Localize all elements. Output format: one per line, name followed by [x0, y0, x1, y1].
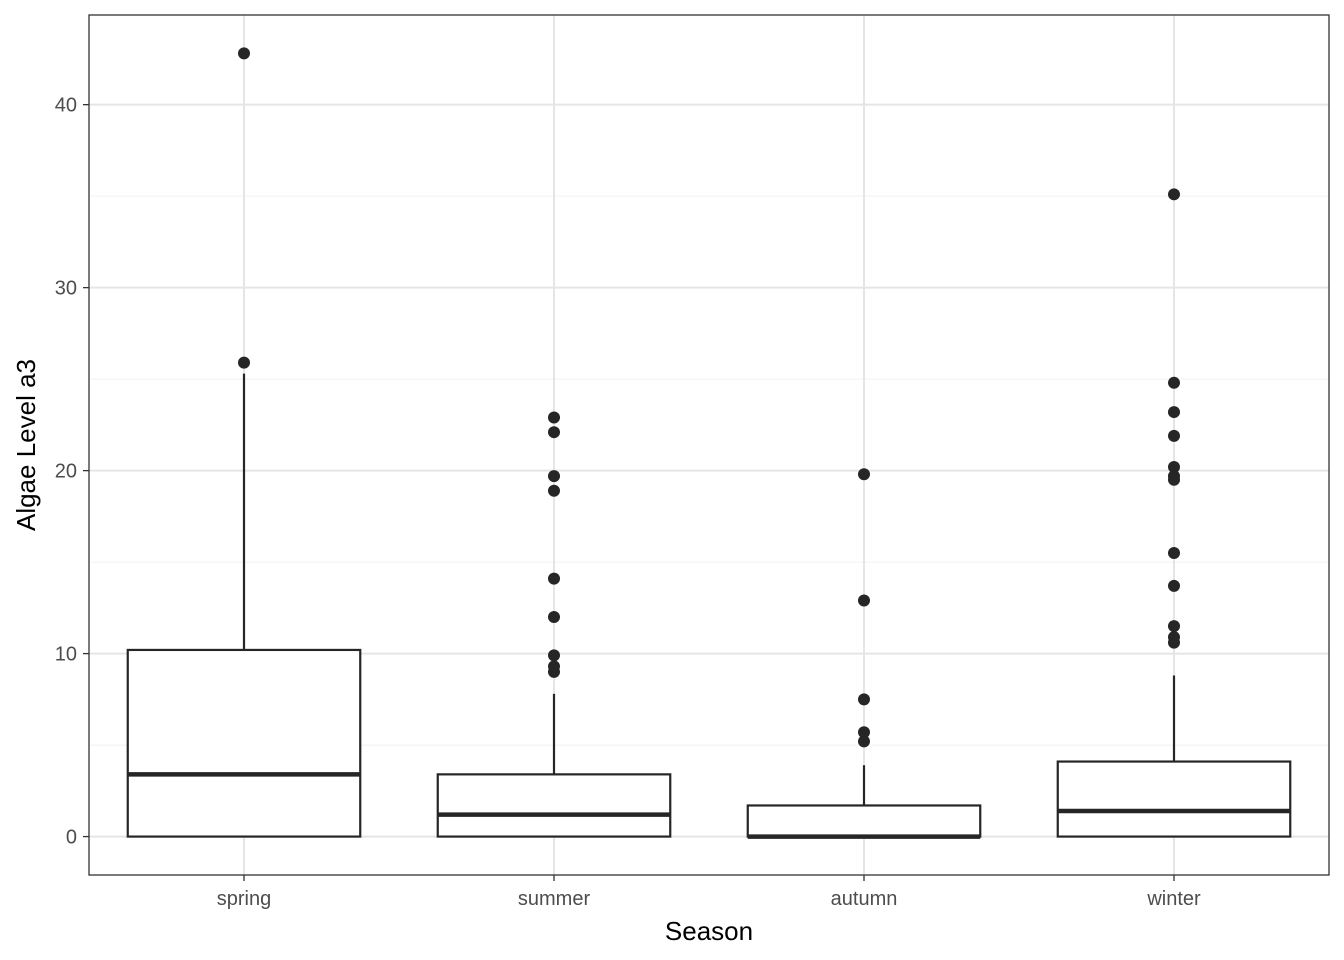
outlier-point	[238, 47, 250, 60]
outlier-point	[858, 594, 870, 607]
iqr-box	[746, 804, 982, 838]
outlier-point	[1168, 579, 1180, 592]
box-spring	[126, 373, 362, 838]
y-tick-label: 20	[55, 461, 77, 483]
outlier-point	[1168, 631, 1180, 644]
iqr-box	[436, 773, 672, 838]
iqr-box	[126, 648, 362, 838]
x-tick-label: spring	[217, 888, 271, 910]
box-autumn	[746, 765, 982, 839]
outlier-point	[1168, 620, 1180, 633]
axes: 0 10 20 30 40 spring summer autumn winter	[55, 95, 1201, 910]
outlier-point	[548, 470, 560, 483]
outlier-point	[858, 468, 870, 481]
y-tick-label: 30	[55, 278, 77, 300]
outlier-point	[858, 726, 870, 739]
y-tick-label: 40	[55, 95, 77, 117]
outlier-point	[548, 649, 560, 662]
outlier-point	[1168, 546, 1180, 559]
outlier-point	[858, 735, 870, 748]
outlier-point	[1168, 429, 1180, 442]
panel-border	[88, 14, 1330, 876]
outlier-point	[1168, 188, 1180, 201]
boxes	[126, 373, 1292, 839]
x-tick-label: autumn	[831, 888, 898, 910]
outlier-point	[548, 484, 560, 497]
outlier-points	[238, 47, 1180, 748]
outlier-point	[1168, 376, 1180, 389]
outlier-point	[548, 426, 560, 439]
outlier-point	[1168, 406, 1180, 419]
y-tick-label: 0	[66, 827, 77, 849]
outlier-point	[858, 693, 870, 706]
outlier-point	[1168, 470, 1180, 483]
iqr-box	[1056, 760, 1292, 838]
x-tick-label: summer	[518, 888, 591, 910]
outlier-point	[548, 411, 560, 424]
outlier-point	[1168, 460, 1180, 473]
outlier-point	[548, 660, 560, 673]
box-summer	[436, 693, 672, 838]
outlier-point	[548, 611, 560, 623]
x-axis-title: Season	[665, 916, 753, 946]
outlier-point	[548, 572, 560, 585]
box-winter	[1056, 675, 1292, 838]
y-axis-title: Algae Level a3	[11, 359, 41, 531]
outlier-point	[238, 356, 250, 369]
y-tick-label: 10	[55, 644, 77, 666]
x-tick-label: winter	[1146, 888, 1201, 910]
